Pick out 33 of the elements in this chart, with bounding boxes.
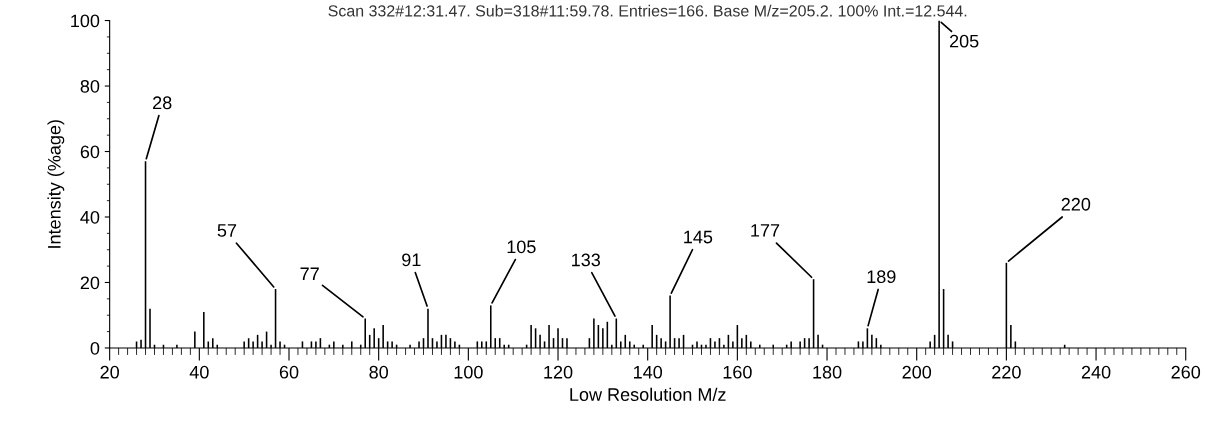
x-tick-label: 260 (1171, 365, 1201, 379)
x-axis-title: Low Resolution M/z (570, 387, 726, 401)
x-tick-label: 60 (279, 365, 299, 379)
annotation: 189 (867, 270, 896, 284)
annotation: 91 (402, 253, 421, 267)
annotation: 133 (572, 253, 601, 267)
x-tick-label: 220 (992, 365, 1021, 379)
y-axis-title: Intensity (%age) (47, 120, 65, 248)
annotation: 205 (949, 34, 979, 48)
annotation: 177 (751, 224, 780, 237)
annotation: 220 (1061, 197, 1091, 211)
y-tick-label: 60 (80, 145, 100, 159)
y-tick-label: 40 (80, 210, 100, 224)
annotation: 145 (684, 230, 713, 244)
annotation: 57 (217, 224, 237, 237)
x-tick-label: 120 (544, 365, 573, 379)
annotation: 105 (507, 240, 536, 254)
x-tick-label: 40 (189, 365, 209, 379)
x-tick-label: 240 (1081, 365, 1111, 379)
chart-title: Scan 332#12:31.47. Sub=318#11:59.78. Entries=166. Base M/z=205.2. 100% Int.=12.544. (328, 4, 967, 17)
x-tick-label: 200 (902, 365, 932, 379)
annotation: 77 (300, 267, 319, 281)
y-tick-label: 20 (80, 276, 100, 290)
y-tick-label: 0 (90, 341, 100, 355)
x-tick-label: 100 (454, 365, 483, 379)
x-tick-label: 140 (634, 365, 663, 379)
y-tick-label: 80 (80, 79, 100, 93)
x-tick-label: 180 (813, 365, 842, 379)
x-tick-label: 80 (369, 365, 389, 379)
x-tick-label: 20 (100, 365, 119, 379)
annotation: 28 (153, 96, 172, 110)
x-tick-label: 160 (723, 365, 752, 379)
y-tick-label: 100 (71, 14, 100, 28)
